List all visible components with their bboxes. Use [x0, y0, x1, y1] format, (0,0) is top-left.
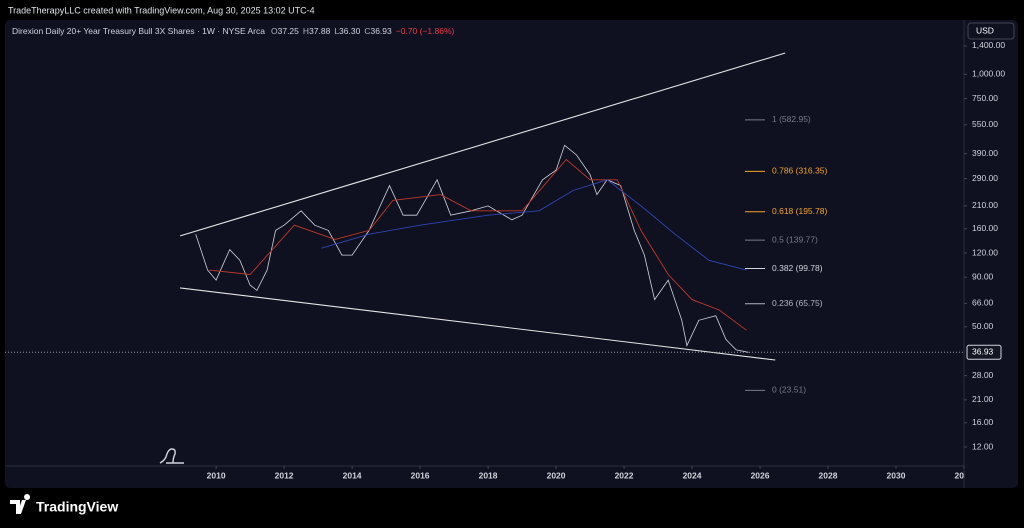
fib-label: 0 (23.51) [772, 385, 806, 395]
ohlc-key: L [334, 26, 339, 36]
dino-icon [159, 448, 184, 464]
fib-label: 1 (582.95) [772, 114, 811, 124]
y-tick-label: 160.00 [972, 223, 998, 233]
trendline [179, 52, 786, 237]
moving-average [321, 179, 747, 271]
symbol-title: Direxion Daily 20+ Year Treasury Bull 3X… [12, 26, 265, 36]
axes: 1,400.00 1,000.00 750.00 550.00 390.00 290.00… [207, 40, 1018, 487]
x-tick-label: 2032 [955, 470, 974, 480]
plot: 1 (582.95) 0.786 (316.35) 0.618 (195.78) 0.… [5, 52, 964, 395]
ohlc-value: 37.25 [278, 26, 300, 36]
tv-logo [10, 494, 31, 514]
x-tick-label: 2020 [547, 470, 566, 480]
brand: TradingView [36, 499, 118, 515]
currency-box [967, 22, 1015, 40]
trendline [180, 287, 776, 361]
last-price-label: 36.93 [972, 347, 994, 357]
y-tick-label: 210.00 [972, 200, 998, 210]
x-tick-label: 2012 [275, 470, 294, 480]
y-tick-label: 21.00 [972, 394, 994, 404]
y-tick-label: 120.00 [972, 247, 998, 257]
y-tick-label: 750.00 [972, 93, 998, 103]
x-tick-label: 2014 [343, 470, 362, 480]
x-tick-label: 2016 [411, 470, 430, 480]
fib-label: 0.5 (139.77) [772, 234, 818, 244]
ohlc-value: 36.93 [370, 26, 392, 36]
fib-label: 0.236 (65.75) [772, 298, 823, 308]
moving-average [209, 158, 747, 331]
ohlc-key: H [303, 26, 309, 36]
x-tick-label: 2026 [751, 470, 770, 480]
y-tick-label: 16.00 [972, 417, 994, 427]
x-tick-label: 2022 [615, 470, 634, 480]
header-text: TradeTherapyLLC created with TradingView… [8, 5, 315, 15]
y-tick-label: 290.00 [972, 173, 998, 183]
y-tick-label: 1,400.00 [972, 40, 1005, 50]
y-tick-label: 90.00 [972, 271, 994, 281]
chart-panel [5, 20, 1018, 488]
ohlc-value: 37.88 [309, 26, 331, 36]
legend: Direxion Daily 20+ Year Treasury Bull 3X… [12, 26, 455, 36]
x-tick-label: 2010 [207, 470, 226, 480]
change: −0.70 (−1.86%) [396, 26, 455, 36]
fib-label: 0.618 (195.78) [772, 206, 827, 216]
y-tick-label: 550.00 [972, 119, 998, 129]
x-tick-label: 2028 [819, 470, 838, 480]
currency: USD [976, 25, 994, 35]
y-tick-label: 390.00 [972, 148, 998, 158]
y-tick-label: 1,000.00 [972, 69, 1005, 79]
ohlc-key: O [271, 26, 278, 36]
fib-label: 0.382 (99.78) [772, 263, 823, 273]
y-tick-label: 12.00 [972, 441, 994, 451]
y-tick-label: 66.00 [972, 298, 994, 308]
fib-label: 0.786 (316.35) [772, 166, 827, 176]
y-tick-label: 28.00 [972, 370, 994, 380]
x-tick-label: 2024 [683, 470, 702, 480]
last-price-box [966, 344, 1002, 360]
x-tick-label: 2030 [887, 470, 906, 480]
x-tick-label: 2018 [479, 470, 498, 480]
y-tick-label: 50.00 [972, 321, 994, 331]
axis-mask [964, 466, 1018, 487]
ohlc-key: C [364, 26, 370, 36]
ohlc-value: 36.30 [339, 26, 361, 36]
